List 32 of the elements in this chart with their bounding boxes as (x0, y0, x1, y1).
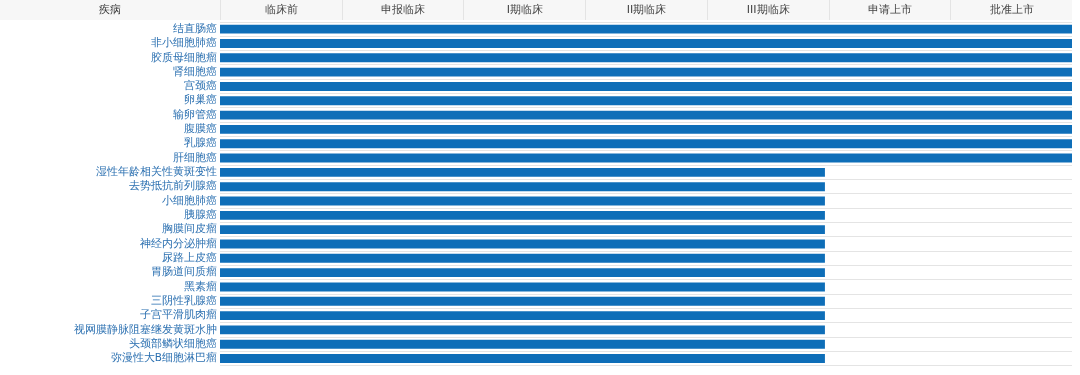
y-tick-label: 神经内分泌肿瘤 (140, 236, 217, 249)
y-tick-label: 视网膜静脉阻塞继发黄斑水肿 (74, 322, 217, 335)
y-tick-label: 胰腺癌 (184, 208, 217, 221)
y-tick-label: 胃肠道间质瘤 (151, 265, 217, 278)
y-axis-title: 疾病 (0, 0, 220, 20)
y-tick-label: 胸膜间皮瘤 (162, 222, 217, 235)
y-tick-label: 肾细胞癌 (173, 64, 217, 77)
text: 临床前 (220, 0, 342, 20)
y-tick-label: 肝细胞癌 (173, 150, 217, 163)
y-tick-label: 三阴性乳腺癌 (151, 293, 217, 306)
y-tick-label: 卵巢癌 (184, 93, 217, 106)
y-tick-label: 小细胞肺癌 (162, 193, 217, 206)
text: II期临床 (585, 0, 707, 20)
y-tick-label: 宫颈癌 (184, 79, 217, 92)
y-tick-label: 弥漫性大B细胞淋巴瘤 (110, 351, 217, 364)
text: 申请上市 (828, 0, 951, 20)
y-tick-label: 头颈部鳞状细胞癌 (129, 336, 217, 349)
y-tick-label: 非小细胞肺癌 (151, 36, 217, 49)
text: I期临床 (463, 0, 586, 20)
y-tick-label: 乳腺癌 (184, 136, 217, 149)
text: III期临床 (706, 0, 829, 20)
y-tick-label: 去势抵抗前列腺癌 (129, 179, 217, 192)
y-tick-label: 湿性年龄相关性黄斑变性 (96, 165, 217, 178)
y-tick-label: 黑素瘤 (184, 279, 217, 292)
y-tick-label: 输卵管癌 (173, 107, 217, 120)
y-tick-label: 结直肠癌 (173, 21, 217, 34)
text: 批准上市 (950, 0, 1072, 20)
y-tick-label: 子宫平滑肌肉瘤 (140, 308, 217, 321)
y-tick-label: 胶质母细胞瘤 (151, 50, 217, 63)
text: 申报临床 (341, 0, 464, 20)
y-tick-label: 尿路上皮癌 (162, 251, 217, 264)
y-tick-label: 腹膜癌 (184, 122, 217, 135)
